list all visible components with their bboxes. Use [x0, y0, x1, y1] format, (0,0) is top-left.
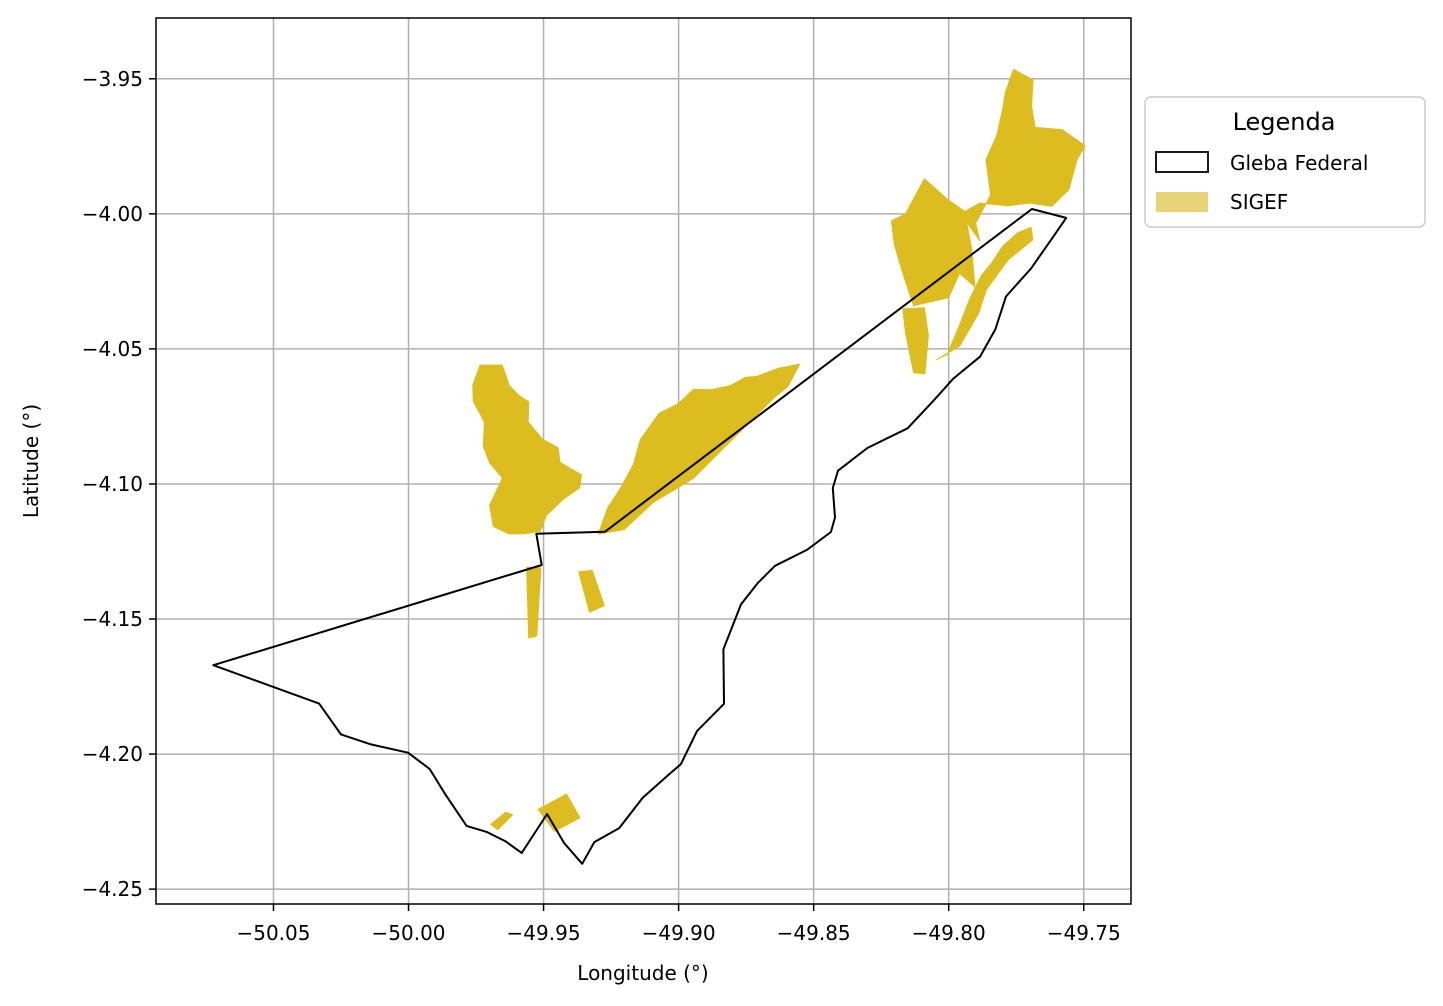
x-tick-label: −50.00 [372, 921, 446, 945]
sigef-parcel [537, 793, 581, 832]
legend-label-sigef: SIGEF [1230, 190, 1288, 214]
y-tick-label: −4.20 [82, 742, 143, 766]
y-tick-label: −4.05 [82, 337, 143, 361]
sigef-parcel [578, 569, 605, 613]
plot-frame [155, 17, 1132, 905]
sigef-parcel [902, 307, 929, 375]
layer-gleba-federal [212, 208, 1068, 865]
y-tick-label: −4.25 [82, 877, 143, 901]
sigef-parcel [472, 364, 582, 535]
sigef-parcel [960, 68, 1086, 242]
legend-swatch-sigef [1156, 192, 1208, 212]
y-tick-label: −4.00 [82, 202, 143, 226]
sigef-parcel [890, 178, 976, 307]
sigef-parcel [597, 363, 801, 535]
legend-box [1144, 96, 1426, 228]
axis-ticks: −50.05 −50.00 −49.95 −49.90 −49.85 −49.80 −49.… [82, 67, 1121, 945]
y-tick-label: −3.95 [82, 67, 143, 91]
gleba-federal-boundary [212, 208, 1068, 865]
x-axis-label: Longitude (°) [577, 961, 708, 985]
sigef-parcel [936, 226, 1034, 361]
x-tick-label: −49.90 [642, 921, 716, 945]
layer-sigef [472, 68, 1086, 832]
legend: Legenda Gleba Federal SIGEF [1144, 96, 1426, 228]
x-tick-label: −50.05 [236, 921, 310, 945]
legend-swatch-gleba-federal [1155, 151, 1209, 173]
legend-title: Legenda [1233, 108, 1336, 136]
y-tick-label: −4.15 [82, 607, 143, 631]
legend-label-gleba-federal: Gleba Federal [1230, 151, 1368, 175]
map-layers [212, 68, 1086, 865]
y-tick-label: −4.10 [82, 472, 143, 496]
x-tick-label: −49.85 [777, 921, 851, 945]
x-tick-label: −49.75 [1047, 921, 1121, 945]
sigef-parcel [490, 811, 513, 831]
x-tick-label: −49.80 [912, 921, 986, 945]
y-axis-label: Latitude (°) [19, 404, 43, 518]
x-tick-label: −49.95 [507, 921, 581, 945]
